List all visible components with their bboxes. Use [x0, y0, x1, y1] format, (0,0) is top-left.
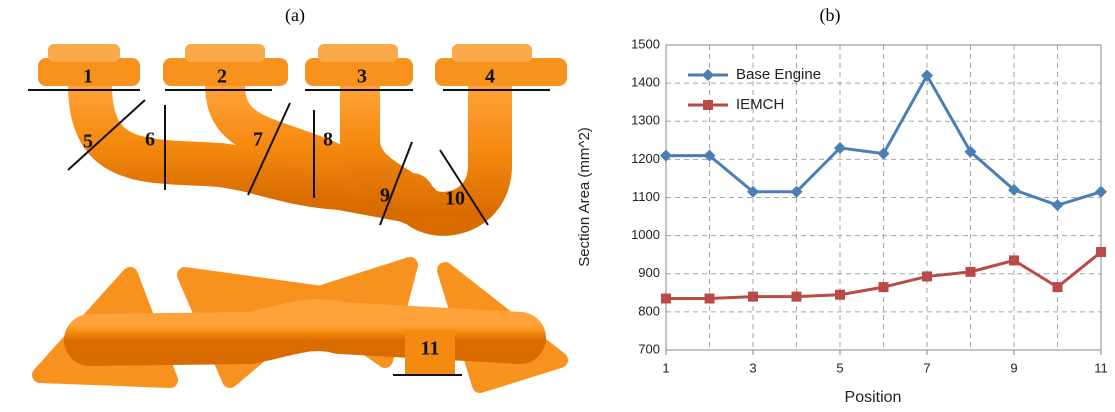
- section-label: 3: [357, 66, 367, 88]
- marker: [791, 291, 802, 302]
- legend-label: Base Engine: [736, 66, 821, 83]
- marker: [922, 271, 932, 282]
- x-tick-label: 7: [923, 360, 930, 375]
- y-tick-label: 1300: [631, 113, 660, 128]
- marker: [921, 69, 933, 82]
- section-label: 8: [323, 129, 333, 151]
- manifold-top: [38, 44, 567, 236]
- section-label: 11: [421, 338, 440, 360]
- marker: [877, 147, 890, 160]
- marker: [747, 185, 759, 198]
- manifold-bottom: [32, 257, 568, 393]
- section-label: 4: [485, 66, 495, 88]
- legend-label: IEMCH: [736, 96, 784, 113]
- y-tick-label: 1200: [631, 151, 660, 166]
- marker: [965, 266, 976, 277]
- marker: [703, 149, 716, 162]
- y-axis-title: Section Area (mm^2): [576, 127, 593, 267]
- section-label: 5: [83, 131, 93, 153]
- x-tick-label: 11: [1094, 360, 1108, 375]
- x-tick-label: 5: [836, 360, 843, 375]
- marker: [748, 291, 758, 302]
- x-tick-label: 3: [749, 360, 756, 375]
- marker: [703, 100, 713, 110]
- marker: [964, 145, 977, 158]
- y-tick-label: 1100: [632, 189, 660, 204]
- marker: [704, 293, 715, 304]
- section-label: 6: [145, 129, 155, 151]
- marker: [702, 69, 714, 81]
- x-tick-label: 1: [662, 360, 669, 375]
- marker: [1052, 282, 1063, 293]
- marker: [834, 141, 846, 154]
- marker: [1009, 255, 1019, 266]
- section-label: 9: [380, 185, 390, 207]
- chart: Section Area (mm^2) Position 700 800 900 10…: [576, 36, 1108, 406]
- marker: [1096, 247, 1106, 258]
- section-label: 2: [217, 66, 227, 88]
- x-axis-title: Position: [845, 389, 902, 406]
- marker: [878, 282, 889, 293]
- panel-label: (b): [820, 5, 841, 26]
- y-tick-label: 800: [638, 303, 660, 318]
- marker: [1051, 199, 1064, 212]
- marker: [1095, 185, 1107, 198]
- marker: [790, 185, 803, 198]
- section-label: 7: [253, 129, 263, 151]
- y-tick-label: 1000: [631, 227, 660, 242]
- y-tick-label: 1500: [631, 36, 660, 51]
- section-labels: 1 2 3 4 5 6 7 8 9 10 11: [83, 66, 495, 360]
- marker: [660, 149, 672, 162]
- y-tick-label: 700: [638, 341, 660, 356]
- section-label: 1: [83, 66, 93, 88]
- panel-label: (a): [285, 5, 305, 26]
- x-tick-label: 9: [1010, 360, 1017, 375]
- marker: [1008, 183, 1020, 196]
- y-tick-label: 900: [638, 265, 660, 280]
- marker: [835, 289, 845, 300]
- marker: [661, 293, 671, 304]
- y-tick-label: 1400: [631, 75, 660, 90]
- section-label: 10: [445, 188, 465, 210]
- section-lines: [28, 89, 550, 376]
